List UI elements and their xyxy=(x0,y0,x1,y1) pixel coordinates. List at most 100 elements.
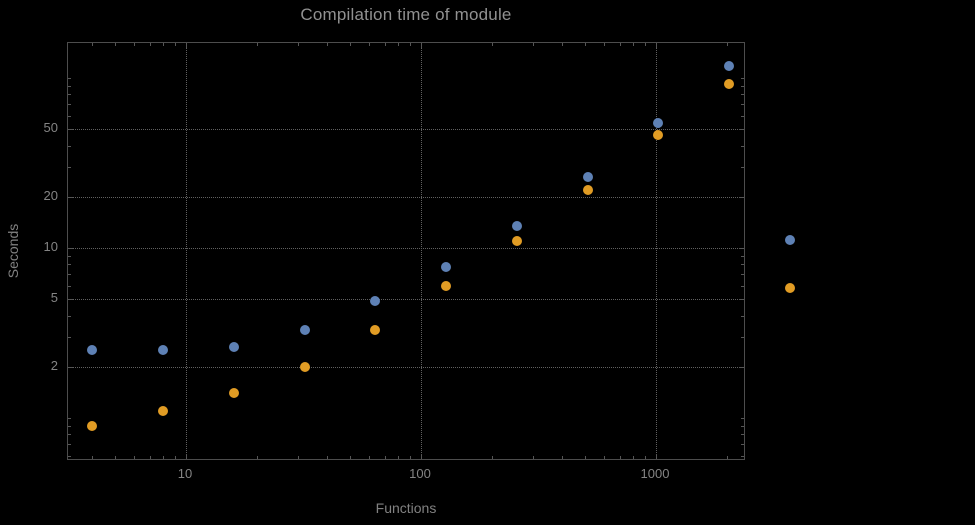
data-point-orange xyxy=(724,79,735,90)
x-tick-mark xyxy=(398,43,400,46)
chart-title: Compilation time of module xyxy=(300,5,512,24)
x-gridline xyxy=(186,43,187,459)
x-tick-mark xyxy=(421,43,422,48)
y-tick-mark xyxy=(739,299,744,301)
x-axis-label: Functions xyxy=(375,500,437,516)
x-tick-label: 1000 xyxy=(640,466,670,481)
y-tick-mark xyxy=(741,94,744,96)
x-tick-mark xyxy=(149,456,151,459)
x-tick-mark xyxy=(368,456,370,459)
x-tick-mark xyxy=(619,43,621,46)
x-tick-mark xyxy=(327,456,329,459)
y-tick-mark xyxy=(741,115,744,117)
y-tick-mark xyxy=(741,434,744,436)
x-tick-mark xyxy=(533,43,535,46)
y-tick-mark xyxy=(741,444,744,446)
y-tick-mark xyxy=(739,366,744,368)
x-tick-mark xyxy=(350,43,352,46)
y-tick-mark xyxy=(68,366,73,368)
y-tick-mark xyxy=(68,264,71,266)
legend-marker-orange xyxy=(785,283,795,293)
y-tick-mark xyxy=(68,418,71,419)
data-point-blue xyxy=(370,295,381,306)
y-tick-mark xyxy=(741,78,744,79)
x-tick-mark xyxy=(163,456,165,459)
x-tick-mark xyxy=(115,456,117,459)
data-point-blue xyxy=(299,324,310,335)
data-point-orange xyxy=(441,280,452,291)
data-point-orange xyxy=(370,324,381,335)
x-tick-mark xyxy=(92,43,94,46)
legend-marker-blue xyxy=(785,235,795,245)
x-tick-mark xyxy=(645,456,647,459)
data-point-blue xyxy=(724,60,735,71)
data-point-orange xyxy=(87,420,98,431)
y-tick-mark xyxy=(68,434,71,436)
y-tick-mark xyxy=(741,104,744,106)
data-point-blue xyxy=(87,345,98,356)
x-tick-mark xyxy=(256,43,258,46)
y-tick-mark xyxy=(741,425,744,427)
x-tick-mark xyxy=(115,43,117,46)
y-tick-mark xyxy=(68,425,71,427)
x-tick-mark xyxy=(175,456,177,459)
x-tick-mark xyxy=(619,456,621,459)
y-tick-mark xyxy=(68,299,73,301)
x-tick-mark xyxy=(186,43,187,48)
y-tick-mark xyxy=(68,444,71,446)
x-tick-mark xyxy=(368,43,370,46)
y-gridline xyxy=(68,299,744,301)
x-tick-mark xyxy=(585,43,587,46)
x-tick-mark xyxy=(298,456,300,459)
x-tick-mark xyxy=(133,456,135,459)
y-tick-mark xyxy=(68,166,71,168)
y-tick-mark xyxy=(68,274,71,276)
y-tick-mark xyxy=(741,336,744,338)
x-tick-mark xyxy=(327,43,329,46)
x-tick-mark xyxy=(384,456,386,459)
y-tick-mark xyxy=(68,196,73,198)
x-tick-label: 100 xyxy=(409,466,431,481)
x-tick-label: 10 xyxy=(177,466,193,481)
x-tick-mark xyxy=(92,456,94,459)
y-tick-mark xyxy=(68,285,71,287)
x-tick-mark xyxy=(491,456,493,459)
x-tick-mark xyxy=(633,456,635,459)
data-point-blue xyxy=(441,262,452,273)
x-gridline xyxy=(421,43,422,459)
x-tick-mark xyxy=(410,456,412,459)
x-tick-mark xyxy=(491,43,493,46)
y-tick-label: 20 xyxy=(43,187,58,203)
x-tick-mark xyxy=(585,456,587,459)
data-point-blue xyxy=(582,172,593,183)
data-point-blue xyxy=(653,118,664,129)
x-tick-mark xyxy=(256,456,258,459)
y-tick-mark xyxy=(741,255,744,257)
y-tick-mark xyxy=(68,78,71,79)
data-point-blue xyxy=(228,342,239,353)
x-tick-mark xyxy=(562,43,564,46)
x-tick-mark xyxy=(186,454,187,459)
y-tick-mark xyxy=(741,274,744,276)
y-tick-label: 2 xyxy=(50,357,58,373)
y-tick-mark xyxy=(741,85,744,87)
y-tick-mark xyxy=(68,115,71,117)
y-tick-mark xyxy=(68,455,71,457)
y-tick-mark xyxy=(68,104,71,106)
y-tick-mark xyxy=(741,418,744,419)
x-tick-mark xyxy=(163,43,165,46)
data-point-blue xyxy=(511,220,522,231)
data-point-orange xyxy=(511,235,522,246)
data-point-blue xyxy=(158,345,169,356)
y-gridline xyxy=(68,248,744,249)
x-tick-mark xyxy=(398,456,400,459)
x-tick-mark xyxy=(175,43,177,46)
plot-frame xyxy=(67,42,745,460)
y-tick-mark xyxy=(741,166,744,168)
x-tick-mark xyxy=(633,43,635,46)
x-tick-mark xyxy=(562,456,564,459)
y-tick-mark xyxy=(68,255,71,257)
x-tick-mark xyxy=(384,43,386,46)
y-tick-mark xyxy=(739,129,744,131)
